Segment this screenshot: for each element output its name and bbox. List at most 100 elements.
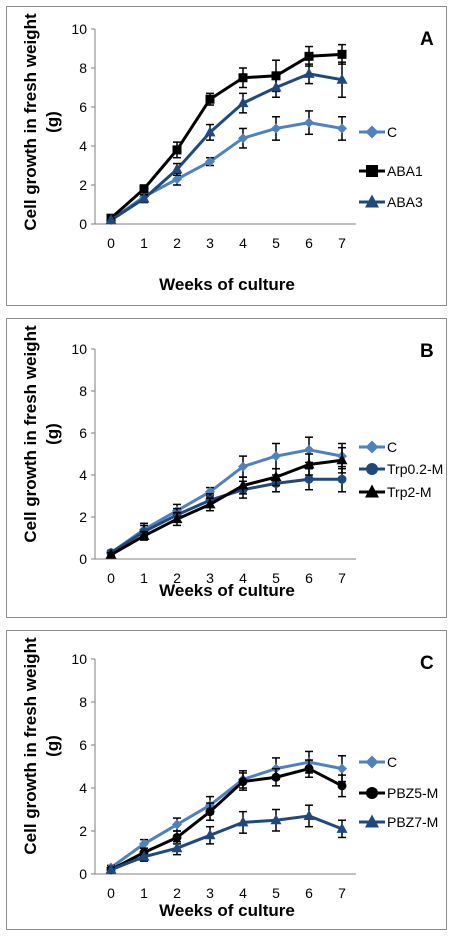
series-line-a bbox=[110, 72, 343, 222]
data-point-a bbox=[336, 73, 348, 84]
data-point-c bbox=[138, 850, 150, 861]
x-tick-label-a: 1 bbox=[140, 235, 148, 251]
series-line-c bbox=[110, 814, 343, 872]
series-line-c bbox=[110, 760, 343, 869]
series-a-1 bbox=[106, 43, 347, 223]
x-tick-label-b: 6 bbox=[305, 570, 313, 586]
chart-svg-b: 0 2 4 6 8 10 0 1 2 3 4 5 6 7 C Trp0.2-M Trp2-M bbox=[71, 341, 443, 586]
series-line-b bbox=[110, 458, 343, 557]
data-point-a bbox=[304, 117, 314, 128]
y-tick-label-c: 6 bbox=[79, 737, 87, 753]
data-point-b bbox=[204, 498, 216, 509]
legend-marker-b bbox=[366, 463, 378, 475]
data-point-a bbox=[271, 123, 281, 134]
data-point-b bbox=[336, 454, 348, 465]
chart-svg-c: 0 2 4 6 8 10 0 1 2 3 4 5 6 7 C PBZ5-M PBZ7-M bbox=[71, 651, 438, 901]
y-tick-label-c: 2 bbox=[79, 823, 87, 839]
y-axis-title-c: Cell growth in fresh weight (g) bbox=[20, 637, 64, 854]
legend-marker-a bbox=[365, 125, 379, 139]
series-a-2 bbox=[105, 61, 348, 225]
y-tick-label-a: 8 bbox=[79, 60, 87, 76]
y-axis-title-line-1-c: Cell growth in fresh weight bbox=[21, 637, 40, 855]
data-point-c bbox=[139, 838, 149, 849]
data-point-b bbox=[105, 548, 117, 559]
legend-marker-b bbox=[365, 440, 379, 454]
data-point-a bbox=[303, 67, 315, 78]
legend-marker-b bbox=[365, 484, 379, 498]
legend-label-b: C bbox=[387, 439, 397, 455]
x-tick-label-b: 7 bbox=[338, 570, 346, 586]
data-point-c bbox=[204, 829, 216, 840]
chart-panel-c: 0 2 4 6 8 10 0 1 2 3 4 5 6 7 C PBZ5-M PBZ7-M Cell growth… bbox=[6, 630, 447, 930]
data-point-c bbox=[303, 809, 315, 820]
data-point-c bbox=[238, 777, 248, 787]
data-point-b bbox=[303, 458, 315, 469]
series-line-a bbox=[110, 121, 343, 222]
data-point-b bbox=[271, 451, 281, 462]
series-b-2 bbox=[105, 446, 348, 559]
x-tick-label-c: 1 bbox=[140, 885, 148, 901]
legend-label-c: C bbox=[387, 754, 397, 770]
x-axis-title-c: Weeks of culture bbox=[159, 901, 295, 920]
chart-panel-a: 0 2 4 6 8 10 0 1 2 3 4 5 6 7 C ABA1 ABA3 Cell growth in … bbox=[6, 6, 447, 306]
data-point-c bbox=[337, 763, 347, 774]
y-tick-label-b: 2 bbox=[79, 509, 87, 525]
data-point-a bbox=[205, 94, 215, 104]
data-point-b bbox=[138, 529, 150, 540]
data-point-b bbox=[304, 444, 314, 455]
y-tick-label-b: 6 bbox=[79, 425, 87, 441]
legend-label-a: C bbox=[387, 124, 397, 140]
x-tick-label-a: 4 bbox=[239, 235, 247, 251]
x-tick-label-c: 0 bbox=[107, 885, 115, 901]
data-point-c bbox=[237, 816, 249, 827]
data-point-c bbox=[105, 863, 117, 874]
x-tick-label-a: 5 bbox=[272, 235, 280, 251]
y-axis-title-b: Cell growth in fresh weight (g) bbox=[20, 325, 64, 542]
data-point-a bbox=[337, 123, 347, 134]
x-tick-label-c: 2 bbox=[173, 885, 181, 901]
series-line-c bbox=[110, 767, 343, 872]
y-axis-title-line-2-c: (g) bbox=[43, 735, 62, 757]
x-tick-label-c: 6 bbox=[305, 885, 313, 901]
y-tick-label-a: 6 bbox=[79, 99, 87, 115]
data-point-a bbox=[204, 126, 216, 137]
x-tick-label-c: 5 bbox=[272, 885, 280, 901]
series-c-2 bbox=[105, 804, 348, 874]
y-tick-label-c: 8 bbox=[79, 694, 87, 710]
data-point-c bbox=[270, 814, 282, 825]
series-a-0 bbox=[106, 110, 347, 226]
legend-marker-c bbox=[365, 814, 379, 828]
y-tick-label-a: 2 bbox=[79, 177, 87, 193]
y-tick-label-a: 0 bbox=[79, 216, 87, 232]
legend-label-a: ABA3 bbox=[387, 194, 423, 210]
series-line-a bbox=[110, 52, 343, 220]
data-point-c bbox=[337, 781, 347, 791]
data-point-b bbox=[337, 474, 347, 484]
data-point-b bbox=[237, 479, 249, 490]
data-point-a bbox=[238, 73, 248, 83]
y-axis-title-wrap-c: Cell growth in fresh weight (g) bbox=[7, 631, 77, 861]
data-point-c bbox=[172, 819, 182, 830]
x-tick-label-c: 4 bbox=[239, 885, 247, 901]
panel-letter-b: B bbox=[420, 341, 434, 362]
x-tick-label-b: 1 bbox=[140, 570, 148, 586]
legend-label-b: Trp2-M bbox=[387, 484, 432, 500]
x-tick-label-b: 3 bbox=[206, 570, 214, 586]
data-point-a bbox=[139, 184, 149, 194]
y-tick-label-c: 4 bbox=[79, 780, 87, 796]
y-axis-title-a: Cell growth in fresh weight (g) bbox=[20, 13, 64, 230]
data-point-c bbox=[171, 842, 183, 853]
data-point-a bbox=[105, 214, 117, 225]
x-tick-label-c: 7 bbox=[338, 885, 346, 901]
data-point-a bbox=[337, 49, 347, 59]
data-point-a bbox=[171, 163, 183, 174]
x-tick-label-a: 3 bbox=[206, 235, 214, 251]
x-tick-label-c: 3 bbox=[206, 885, 214, 901]
data-point-a bbox=[270, 81, 282, 92]
legend-label-a: ABA1 bbox=[387, 163, 423, 179]
data-point-b bbox=[171, 513, 183, 524]
y-tick-label-c: 0 bbox=[79, 866, 87, 882]
data-point-a bbox=[304, 51, 314, 61]
y-tick-label-b: 4 bbox=[79, 467, 87, 483]
y-tick-label-b: 10 bbox=[71, 341, 87, 357]
